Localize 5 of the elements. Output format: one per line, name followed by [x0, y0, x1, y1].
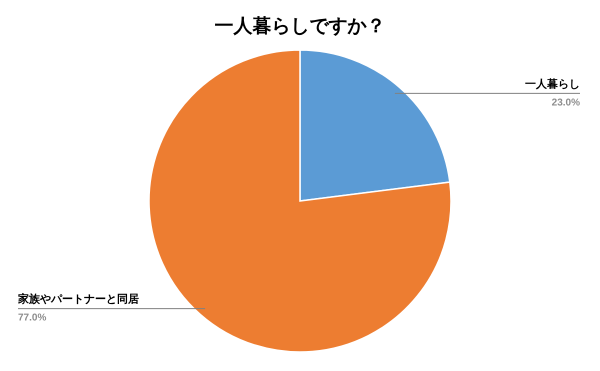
chart-title: 一人暮らしですか？: [214, 15, 386, 37]
slice-label: 一人暮らし: [525, 77, 580, 90]
slice-label: 家族やパートナーと同居: [17, 292, 139, 306]
data-label: 23.0%: [552, 97, 580, 108]
data-label: 77.0%: [18, 312, 46, 324]
